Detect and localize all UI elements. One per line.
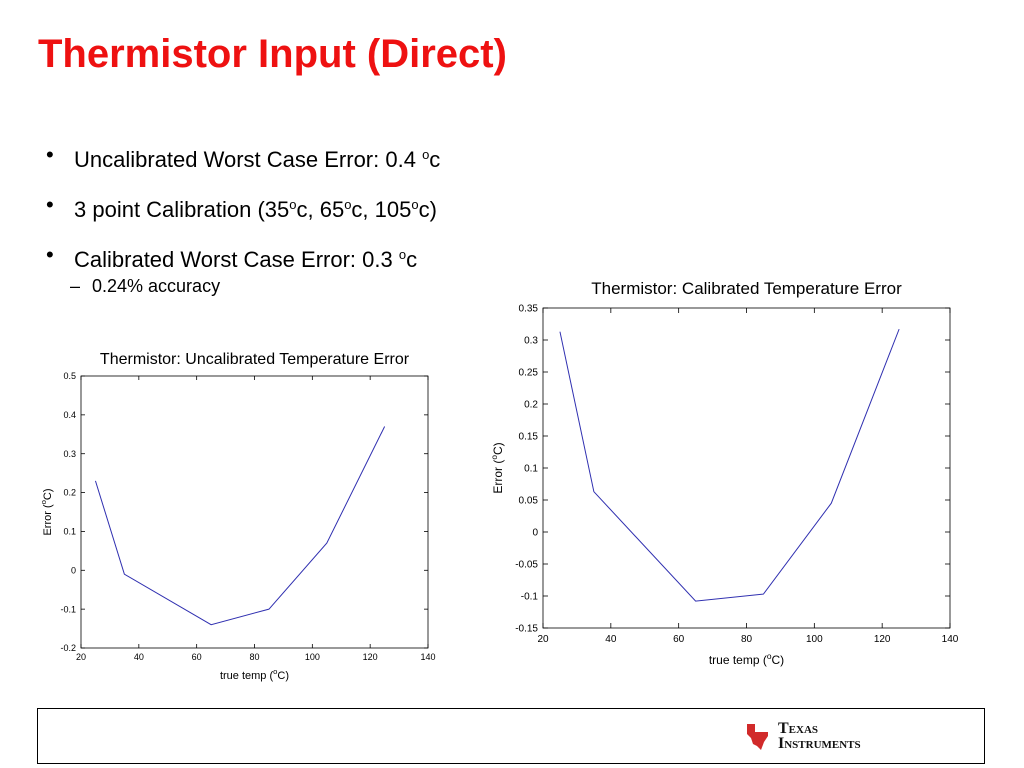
y-tick-label: 0.1 bbox=[63, 527, 76, 537]
y-tick-label: -0.1 bbox=[60, 604, 76, 614]
x-axis-label-text: C) bbox=[277, 670, 289, 682]
series-line bbox=[94, 426, 386, 626]
footer-bar: TEXAS INSTRUMENTS bbox=[37, 708, 985, 764]
y-tick-label: 0.5 bbox=[63, 371, 76, 381]
y-axis-label: Error (oC) bbox=[39, 488, 54, 535]
y-tick-label: 0.35 bbox=[519, 304, 539, 315]
y-axis-label: Error (oC) bbox=[489, 442, 505, 493]
y-tick-label: 0.3 bbox=[63, 449, 76, 459]
x-tick-label: 140 bbox=[942, 634, 959, 645]
y-tick-label: 0.25 bbox=[519, 368, 539, 379]
x-tick-label: 20 bbox=[76, 652, 86, 662]
y-tick-label: 0 bbox=[71, 565, 76, 575]
y-tick-label: 0.15 bbox=[519, 432, 539, 443]
y-tick-label: 0 bbox=[532, 528, 538, 539]
bullet-calibrated-error: Calibrated Worst Case Error: 0.3 oc bbox=[44, 238, 440, 288]
y-tick-label: -0.1 bbox=[521, 592, 539, 603]
x-tick-label: 60 bbox=[673, 634, 685, 645]
x-axis-label-sup: o bbox=[767, 651, 772, 661]
y-tick-label: 0.2 bbox=[524, 400, 538, 411]
bullet-list: Uncalibrated Worst Case Error: 0.4 oc 3 … bbox=[44, 138, 440, 288]
x-axis-label-sup: o bbox=[273, 667, 277, 676]
y-axis-label-text: Error ( bbox=[42, 504, 54, 536]
x-tick-label: 120 bbox=[363, 652, 378, 662]
bullet-text: c bbox=[406, 247, 418, 272]
ti-state-icon bbox=[747, 724, 768, 750]
ti-line2-rest: NSTRUMENTS bbox=[784, 739, 861, 751]
sub-bullet-dash: – bbox=[70, 276, 81, 296]
series-line bbox=[559, 328, 900, 602]
bullet-calibration-points: 3 point Calibration (35oc, 65oc, 105oc) bbox=[44, 188, 440, 238]
y-tick-label: -0.05 bbox=[515, 560, 538, 571]
y-axis-label-sup: o bbox=[39, 500, 48, 504]
degree-sup: o bbox=[411, 197, 419, 212]
x-tick-label: 40 bbox=[134, 652, 144, 662]
degree-sup: o bbox=[289, 197, 297, 212]
y-tick-label: 0.2 bbox=[63, 488, 76, 498]
y-axis-label-text: C) bbox=[42, 488, 54, 500]
bullet-text: c bbox=[429, 147, 441, 172]
x-tick-label: 140 bbox=[420, 652, 435, 662]
bullet-uncalibrated-error: Uncalibrated Worst Case Error: 0.4 oc bbox=[44, 138, 440, 188]
ti-line1-rest: EXAS bbox=[788, 724, 819, 736]
x-tick-label: 100 bbox=[305, 652, 320, 662]
x-axis-label: true temp (oC) bbox=[709, 651, 784, 667]
bullet-text: 3 point Calibration (35 bbox=[74, 197, 290, 222]
y-tick-label: -0.15 bbox=[515, 624, 538, 635]
uncalibrated-error-chart: Thermistor: Uncalibrated Temperature Err… bbox=[39, 351, 436, 682]
x-tick-label: 60 bbox=[192, 652, 202, 662]
x-axis-label-text: C) bbox=[772, 653, 785, 667]
bullet-text: Calibrated Worst Case Error: 0.3 bbox=[74, 247, 399, 272]
calibrated-error-chart: Thermistor: Calibrated Temperature Error… bbox=[489, 279, 959, 667]
x-tick-label: 80 bbox=[741, 634, 753, 645]
y-tick-label: -0.2 bbox=[60, 643, 76, 653]
x-tick-label: 80 bbox=[249, 652, 259, 662]
x-axis-label: true temp (oC) bbox=[220, 667, 289, 682]
sub-bullet-text: 0.24% accuracy bbox=[92, 276, 221, 296]
bullet-text: c) bbox=[418, 197, 437, 222]
degree-sup: o bbox=[398, 247, 407, 262]
y-axis-label-text: C) bbox=[491, 442, 505, 455]
plot-area bbox=[542, 307, 951, 629]
chart-title: Thermistor: Calibrated Temperature Error bbox=[591, 279, 902, 298]
x-tick-label: 120 bbox=[874, 634, 891, 645]
y-axis-label-sup: o bbox=[489, 455, 499, 460]
ti-wordmark: TEXAS INSTRUMENTS bbox=[778, 720, 861, 752]
degree-sup: o bbox=[422, 147, 430, 162]
chart-title: Thermistor: Uncalibrated Temperature Err… bbox=[100, 351, 410, 368]
ti-line1-initial: T bbox=[778, 720, 789, 737]
bullet-text: Uncalibrated Worst Case Error: 0.4 bbox=[74, 147, 423, 172]
x-axis-label-text: true temp ( bbox=[709, 653, 767, 667]
y-axis-label-text: Error ( bbox=[491, 460, 505, 494]
slide-title: Thermistor Input (Direct) bbox=[38, 32, 507, 76]
bullet-text: c, 105 bbox=[351, 197, 412, 222]
x-tick-label: 20 bbox=[537, 634, 549, 645]
degree-sup: o bbox=[344, 197, 352, 212]
sub-bullet-accuracy: – 0.24% accuracy bbox=[70, 276, 221, 297]
x-tick-label: 40 bbox=[605, 634, 617, 645]
x-tick-label: 100 bbox=[806, 634, 823, 645]
y-tick-label: 0.05 bbox=[519, 496, 539, 507]
y-tick-label: 0.3 bbox=[524, 336, 538, 347]
ti-line2-initial: I bbox=[778, 735, 785, 752]
y-tick-label: 0.1 bbox=[524, 464, 538, 475]
y-tick-label: 0.4 bbox=[63, 410, 76, 420]
texas-instruments-logo: TEXAS INSTRUMENTS bbox=[744, 719, 861, 755]
x-axis-label-text: true temp ( bbox=[220, 670, 274, 682]
bullet-text: c, 65 bbox=[296, 197, 345, 222]
plot-area bbox=[80, 375, 429, 649]
